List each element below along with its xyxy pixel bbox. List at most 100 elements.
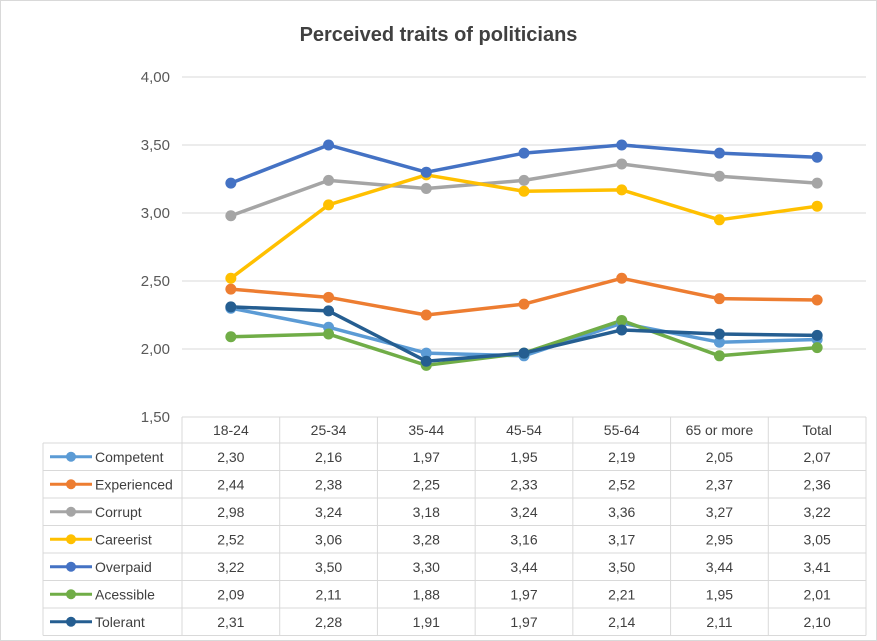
x-category-label: 35-44 bbox=[408, 422, 444, 438]
data-point-experienced bbox=[420, 309, 432, 321]
data-point-corrupt bbox=[616, 158, 628, 170]
legend-label-competent: Competent bbox=[95, 449, 164, 465]
table-cell-value: 3,30 bbox=[413, 559, 440, 575]
table-cell-value: 2,01 bbox=[804, 586, 831, 602]
legend-label-acessible: Acessible bbox=[95, 586, 155, 602]
table-cell-value: 3,50 bbox=[315, 559, 342, 575]
table-cell-value: 2,07 bbox=[804, 449, 831, 465]
legend-key-marker bbox=[66, 561, 76, 572]
table-cell-value: 3,18 bbox=[413, 504, 440, 520]
legend-label-corrupt: Corrupt bbox=[95, 504, 142, 520]
data-point-experienced bbox=[323, 291, 335, 303]
data-point-tolerant bbox=[616, 324, 628, 336]
table-cell-value: 3,17 bbox=[608, 531, 635, 547]
table-cell-value: 1,97 bbox=[413, 449, 440, 465]
table-cell-value: 3,44 bbox=[706, 559, 733, 575]
table-cell-value: 2,11 bbox=[315, 586, 341, 602]
data-point-overpaid bbox=[811, 151, 823, 163]
data-point-careerist bbox=[811, 200, 823, 212]
data-point-experienced bbox=[811, 294, 823, 306]
table-cell-value: 1,88 bbox=[413, 586, 440, 602]
legend-key-marker bbox=[66, 534, 76, 545]
x-category-label: 25-34 bbox=[311, 422, 347, 438]
x-category-label: Total bbox=[802, 422, 832, 438]
table-cell-value: 3,22 bbox=[217, 559, 244, 575]
legend-key-marker bbox=[66, 479, 76, 490]
table-cell-value: 2,09 bbox=[217, 586, 244, 602]
x-category-label: 55-64 bbox=[604, 422, 640, 438]
data-point-experienced bbox=[713, 293, 725, 305]
legend-label-experienced: Experienced bbox=[95, 476, 173, 492]
table-cell-value: 3,28 bbox=[413, 531, 440, 547]
data-point-tolerant bbox=[225, 301, 237, 313]
y-tick-label: 4,00 bbox=[141, 69, 170, 86]
table-cell-value: 2,33 bbox=[510, 476, 537, 492]
table-cell-value: 3,41 bbox=[804, 559, 831, 575]
table-cell-value: 3,44 bbox=[510, 559, 537, 575]
y-tick-label: 1,50 bbox=[141, 409, 170, 426]
data-point-tolerant bbox=[323, 305, 335, 317]
data-point-experienced bbox=[225, 283, 237, 295]
table-cell-value: 3,27 bbox=[706, 504, 733, 520]
table-cell-value: 2,05 bbox=[706, 449, 733, 465]
y-tick-label: 2,00 bbox=[141, 341, 170, 358]
data-point-careerist bbox=[225, 272, 237, 284]
table-cell-value: 2,14 bbox=[608, 614, 635, 630]
table-cell-value: 2,36 bbox=[804, 476, 831, 492]
data-point-corrupt bbox=[811, 177, 823, 189]
data-point-tolerant bbox=[518, 347, 530, 359]
legend-label-tolerant: Tolerant bbox=[95, 614, 145, 630]
data-point-careerist bbox=[518, 185, 530, 197]
data-point-corrupt bbox=[420, 183, 432, 195]
data-point-tolerant bbox=[811, 329, 823, 341]
table-cell-value: 2,31 bbox=[217, 614, 244, 630]
legend-key-marker bbox=[66, 616, 76, 627]
table-cell-value: 3,22 bbox=[804, 504, 831, 520]
data-point-overpaid bbox=[713, 147, 725, 159]
table-cell-value: 1,97 bbox=[510, 614, 537, 630]
x-category-label: 65 or more bbox=[686, 422, 754, 438]
x-category-label: 18-24 bbox=[213, 422, 249, 438]
data-point-corrupt bbox=[713, 170, 725, 182]
table-cell-value: 2,95 bbox=[706, 531, 733, 547]
table-cell-value: 2,30 bbox=[217, 449, 244, 465]
data-point-overpaid bbox=[420, 166, 432, 178]
data-point-acessible bbox=[225, 331, 237, 343]
table-cell-value: 1,97 bbox=[510, 586, 537, 602]
table-cell-value: 2,44 bbox=[217, 476, 244, 492]
data-point-tolerant bbox=[420, 355, 432, 367]
legend-label-overpaid: Overpaid bbox=[95, 559, 152, 575]
table-cell-value: 2,28 bbox=[315, 614, 342, 630]
data-point-overpaid bbox=[518, 147, 530, 159]
table-cell-value: 2,10 bbox=[804, 614, 831, 630]
table-cell-value: 2,19 bbox=[608, 449, 635, 465]
table-cell-value: 1,95 bbox=[510, 449, 537, 465]
data-point-overpaid bbox=[225, 177, 237, 189]
data-point-acessible bbox=[713, 350, 725, 362]
y-tick-label: 3,50 bbox=[141, 137, 170, 154]
table-cell-value: 2,98 bbox=[217, 504, 244, 520]
data-point-acessible bbox=[811, 342, 823, 354]
data-point-corrupt bbox=[323, 174, 335, 186]
data-point-corrupt bbox=[225, 210, 237, 222]
data-point-acessible bbox=[616, 314, 628, 326]
data-point-acessible bbox=[323, 328, 335, 340]
table-cell-value: 3,50 bbox=[608, 559, 635, 575]
table-cell-value: 2,25 bbox=[413, 476, 440, 492]
data-point-careerist bbox=[713, 214, 725, 226]
table-cell-value: 2,21 bbox=[608, 586, 635, 602]
table-cell-value: 2,37 bbox=[706, 476, 733, 492]
legend-key-marker bbox=[66, 506, 76, 517]
table-cell-value: 3,16 bbox=[510, 531, 537, 547]
data-point-overpaid bbox=[323, 139, 335, 151]
data-point-competent bbox=[420, 347, 432, 359]
table-cell-value: 3,36 bbox=[608, 504, 635, 520]
table-cell-value: 1,91 bbox=[413, 614, 440, 630]
table-cell-value: 2,11 bbox=[706, 614, 732, 630]
table-cell-value: 2,52 bbox=[217, 531, 244, 547]
table-cell-value: 1,95 bbox=[706, 586, 733, 602]
table-cell-value: 2,38 bbox=[315, 476, 342, 492]
data-point-experienced bbox=[616, 272, 628, 284]
